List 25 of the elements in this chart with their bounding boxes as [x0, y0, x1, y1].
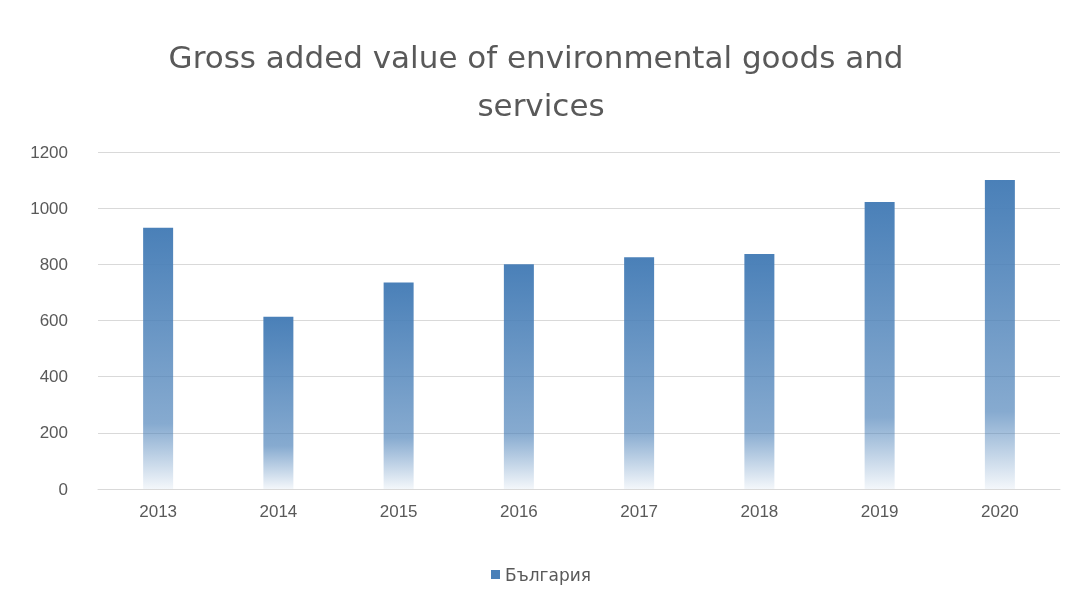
bar — [864, 201, 895, 489]
bar — [263, 316, 294, 489]
bar — [744, 253, 775, 489]
bar — [143, 227, 174, 489]
y-tick-label: 1000 — [30, 198, 68, 218]
y-tick-label: 1200 — [30, 142, 68, 162]
x-tick-label: 2019 — [860, 502, 899, 521]
legend-label: България — [505, 564, 591, 585]
y-tick-label: 800 — [39, 254, 68, 274]
y-tick-label: 200 — [39, 423, 68, 443]
x-tick-label: 2015 — [379, 502, 418, 521]
x-tick-label: 2018 — [740, 502, 779, 521]
bar — [503, 264, 534, 489]
y-tick-label: 0 — [58, 479, 68, 499]
x-tick-label: 2017 — [620, 502, 659, 521]
y-tick-label: 600 — [39, 311, 68, 330]
x-tick-label: 2020 — [980, 502, 1019, 521]
y-tick-label: 400 — [39, 367, 68, 387]
x-tick-label: 2016 — [499, 502, 538, 521]
x-tick-label: 2013 — [139, 502, 178, 521]
chart-title: Gross added value of environmental goods and services — [168, 39, 914, 123]
bar — [383, 282, 414, 489]
bar — [624, 257, 655, 489]
x-tick-label: 2014 — [259, 502, 298, 521]
bar — [984, 180, 1015, 489]
